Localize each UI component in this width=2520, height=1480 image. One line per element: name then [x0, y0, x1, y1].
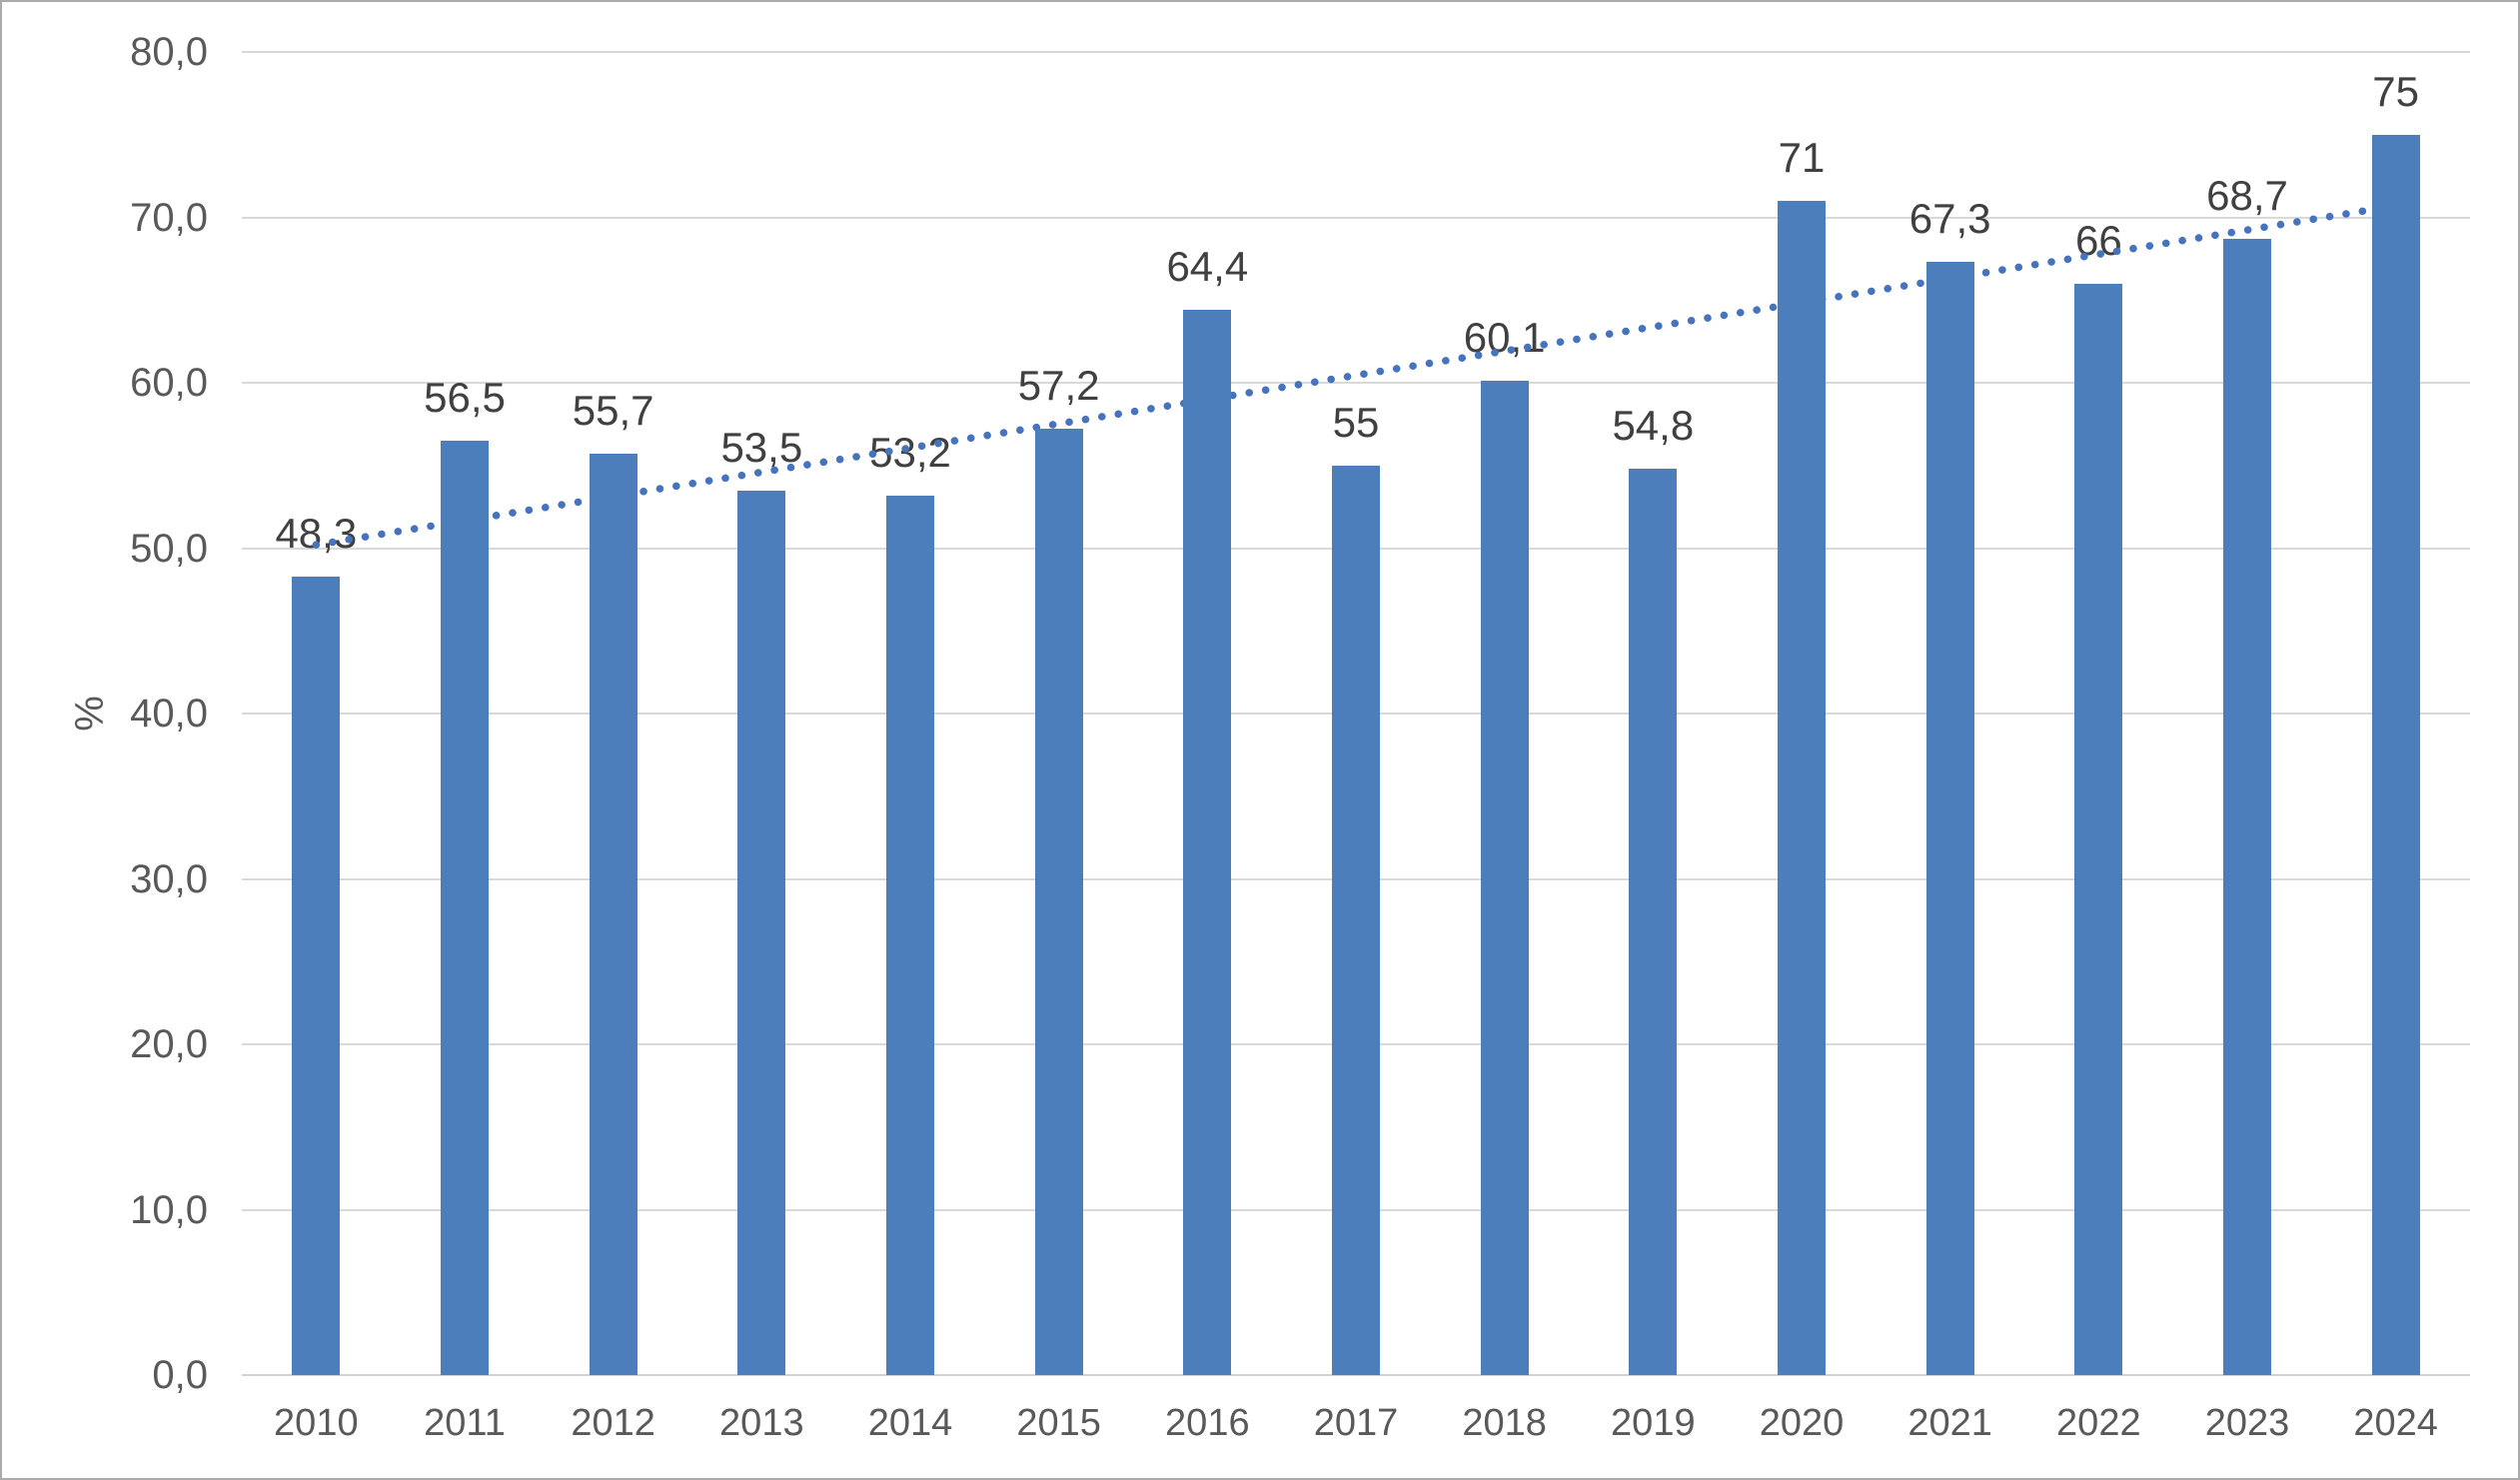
y-axis-tick-label: 0,0 [152, 1353, 208, 1397]
y-axis-tick-label: 70,0 [130, 195, 208, 240]
x-axis-tick-label: 2011 [424, 1402, 506, 1444]
bar-value-label: 53,5 [720, 423, 803, 471]
y-axis-tick-label: 10,0 [130, 1187, 208, 1232]
gridline [242, 382, 2470, 384]
y-axis-tick-label: 30,0 [130, 856, 208, 901]
x-axis-tick-label: 2017 [1313, 1402, 1399, 1444]
bar-2013 [737, 490, 786, 1375]
bar-value-label: 55,7 [572, 387, 654, 435]
x-axis-tick-label: 2020 [1759, 1402, 1845, 1444]
x-axis-tick-label: 2018 [1462, 1402, 1547, 1444]
bar-2010 [292, 576, 341, 1375]
bar-2017 [1332, 465, 1380, 1375]
x-axis-tick-label: 2019 [1611, 1402, 1696, 1444]
bar-2021 [1925, 262, 1974, 1375]
bar-value-label: 55 [1332, 398, 1380, 446]
bar-2022 [2074, 283, 2123, 1375]
y-axis-tick-label: 60,0 [130, 361, 208, 405]
bar-2019 [1629, 469, 1678, 1375]
y-axis-tick-label: 50,0 [130, 526, 208, 571]
y-axis-tick-label: 40,0 [130, 692, 208, 736]
x-axis-line [242, 1374, 2470, 1376]
bar-2024 [2371, 134, 2420, 1375]
bar-2015 [1034, 429, 1083, 1375]
bar-value-label: 57,2 [1017, 362, 1100, 410]
x-axis-tick-label: 2015 [1016, 1402, 1101, 1444]
x-axis-tick-label: 2021 [1907, 1402, 1992, 1444]
bar-value-label: 64,4 [1166, 243, 1249, 291]
bar-value-label: 56,5 [424, 373, 506, 421]
bar-value-label: 53,2 [869, 428, 951, 476]
x-axis-tick-label: 2013 [719, 1402, 804, 1444]
y-axis-tick-label: 20,0 [130, 1022, 208, 1066]
bar-2023 [2223, 239, 2271, 1375]
gridline [242, 216, 2470, 219]
x-axis-tick-label: 2023 [2204, 1402, 2290, 1444]
bar-2014 [886, 495, 934, 1375]
x-axis-tick-label: 2012 [571, 1402, 655, 1444]
bar-2012 [589, 454, 637, 1375]
bar-2020 [1778, 200, 1826, 1375]
bar-2011 [441, 440, 489, 1375]
x-axis-tick-label: 2014 [867, 1402, 953, 1444]
x-axis-tick-label: 2024 [2353, 1402, 2438, 1444]
x-axis-tick-label: 2016 [1165, 1402, 1250, 1444]
bar-2018 [1480, 381, 1529, 1375]
x-axis-tick-label: 2022 [2056, 1402, 2141, 1444]
y-axis-tick-label: 80,0 [130, 30, 208, 74]
bar-value-label: 54,8 [1612, 402, 1695, 450]
bar-value-label: 67,3 [1908, 195, 1991, 243]
bar-value-label: 71 [1778, 133, 1826, 181]
bar-value-label: 68,7 [2206, 172, 2288, 219]
bar-2016 [1183, 310, 1232, 1375]
x-axis-tick-label: 2010 [274, 1402, 359, 1444]
bar-value-label: 75 [2372, 67, 2420, 115]
gridline [242, 51, 2470, 53]
trendline-dotted-line [312, 202, 2400, 549]
